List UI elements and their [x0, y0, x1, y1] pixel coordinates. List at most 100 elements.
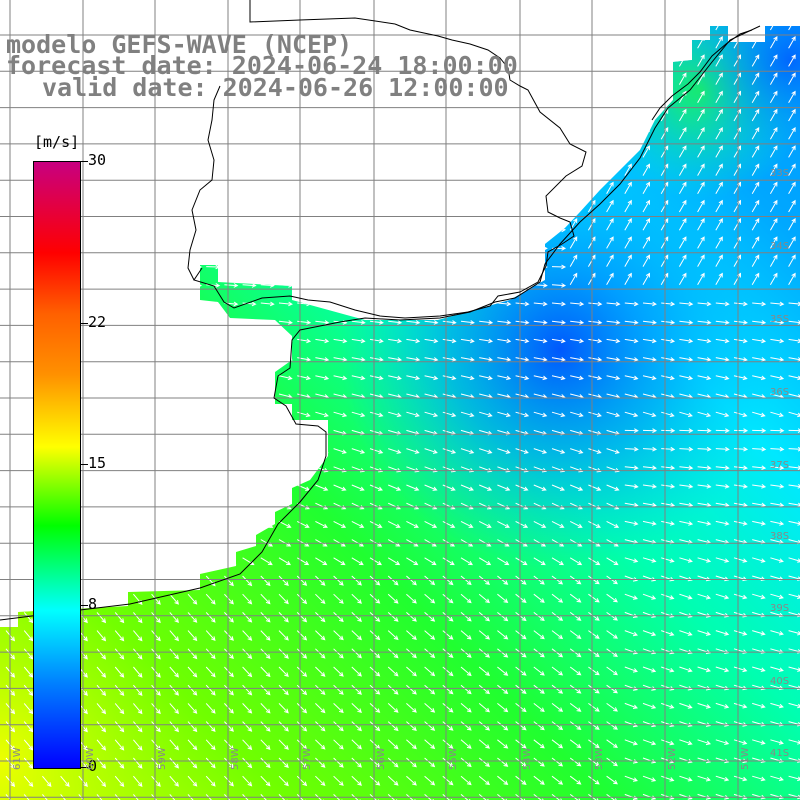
- wind-arrow: [169, 794, 179, 800]
- wind-arrow: [588, 557, 601, 566]
- wind-arrow: [206, 301, 221, 307]
- wind-arrow: [460, 593, 472, 604]
- wind-arrow: [424, 721, 436, 731]
- wind-arrow: [442, 448, 457, 454]
- wind-arrow: [187, 484, 201, 491]
- wind-arrow: [678, 72, 687, 85]
- wind-arrow: [715, 199, 723, 213]
- wind-arrow: [133, 283, 148, 288]
- wind-arrow: [551, 703, 564, 712]
- wind-arrow: [515, 684, 527, 694]
- wind-arrow: [5, 283, 21, 288]
- wind-arrow: [479, 320, 494, 325]
- wind-arrow: [733, 375, 748, 381]
- wind-arrow: [333, 135, 348, 140]
- wind-arrow: [315, 320, 330, 325]
- wind-arrow: [133, 794, 143, 800]
- wind-arrow: [697, 338, 712, 344]
- wind-arrow: [242, 666, 253, 678]
- wind-arrow: [478, 794, 491, 800]
- wind-arrow: [460, 209, 476, 214]
- wind-arrow: [205, 520, 219, 528]
- wind-arrow: [570, 448, 584, 454]
- wind-arrow: [206, 338, 221, 344]
- wind-arrow: [96, 283, 112, 288]
- wind-arrow: [769, 163, 778, 176]
- wind-arrow: [169, 338, 184, 344]
- wind-arrow: [770, 702, 784, 709]
- wind-arrow: [460, 283, 476, 288]
- wind-arrow: [479, 227, 494, 233]
- wind-arrow: [624, 199, 632, 213]
- wind-arrow: [187, 703, 198, 714]
- wind-arrow: [551, 612, 564, 621]
- wind-arrow: [424, 593, 436, 604]
- wind-arrow: [5, 98, 20, 104]
- wind-arrow: [624, 630, 638, 637]
- wind-arrow: [479, 153, 494, 159]
- wind-arrow: [624, 702, 638, 709]
- wind-arrow: [406, 648, 417, 659]
- wind-arrow: [187, 264, 203, 270]
- wind-arrow: [533, 42, 547, 49]
- wind-arrow: [224, 375, 239, 381]
- wind-arrow: [479, 172, 494, 177]
- wind-arrow: [751, 199, 760, 213]
- wind-arrow: [533, 630, 545, 640]
- wind-arrow: [752, 465, 767, 471]
- wind-arrow: [260, 575, 271, 587]
- wind-arrow: [606, 108, 614, 122]
- wind-arrow: [96, 612, 107, 624]
- wind-arrow: [351, 575, 362, 586]
- wind-arrow: [351, 448, 366, 454]
- wind-arrow: [23, 575, 34, 587]
- wind-arrow: [388, 246, 403, 251]
- wind-arrow: [715, 301, 730, 307]
- wind-arrow: [424, 190, 439, 196]
- wind-arrow: [206, 320, 221, 325]
- wind-arrow: [642, 775, 657, 782]
- wind-arrow: [697, 199, 705, 213]
- wind-arrow: [478, 593, 491, 604]
- wind-arrow: [424, 283, 439, 288]
- wind-arrow: [478, 575, 491, 585]
- wind-arrow: [588, 320, 603, 325]
- wind-arrow: [369, 338, 384, 344]
- wind-arrow: [533, 301, 548, 307]
- wind-arrow: [642, 90, 651, 104]
- longitude-label: 60W: [85, 747, 96, 770]
- wind-arrow: [187, 283, 203, 288]
- wind-arrow: [715, 320, 730, 325]
- latitude-label: 34S: [770, 241, 790, 252]
- wind-arrow: [297, 246, 312, 251]
- wind-arrow: [533, 357, 548, 362]
- wind-arrow: [697, 375, 712, 381]
- wind-arrow: [388, 301, 403, 307]
- wind-arrow: [606, 357, 621, 362]
- wind-arrow: [624, 236, 632, 249]
- wind-arrow: [624, 163, 632, 176]
- wind-arrow: [278, 190, 293, 196]
- wind-arrow: [551, 757, 564, 767]
- wind-arrow: [679, 411, 693, 418]
- wind-arrow: [770, 502, 785, 508]
- wind-arrow: [497, 520, 510, 528]
- wind-arrow: [424, 739, 436, 750]
- wind-arrow: [515, 116, 530, 122]
- wind-arrow: [205, 630, 216, 641]
- wind-arrow: [406, 264, 421, 270]
- wind-arrow: [169, 557, 182, 566]
- wind-arrow: [588, 301, 603, 307]
- wind-arrow: [624, 446, 639, 452]
- wind-arrow: [133, 172, 148, 177]
- top-border: [249, 0, 396, 25]
- wind-arrow: [151, 264, 166, 270]
- wind-arrow: [497, 116, 512, 122]
- wind-arrow: [624, 666, 638, 673]
- wind-arrow: [187, 375, 202, 381]
- wind-arrow: [642, 465, 657, 471]
- wind-arrow: [679, 446, 694, 452]
- wind-arrow: [224, 612, 234, 623]
- wind-arrow: [96, 264, 112, 270]
- wind-arrow: [224, 648, 234, 660]
